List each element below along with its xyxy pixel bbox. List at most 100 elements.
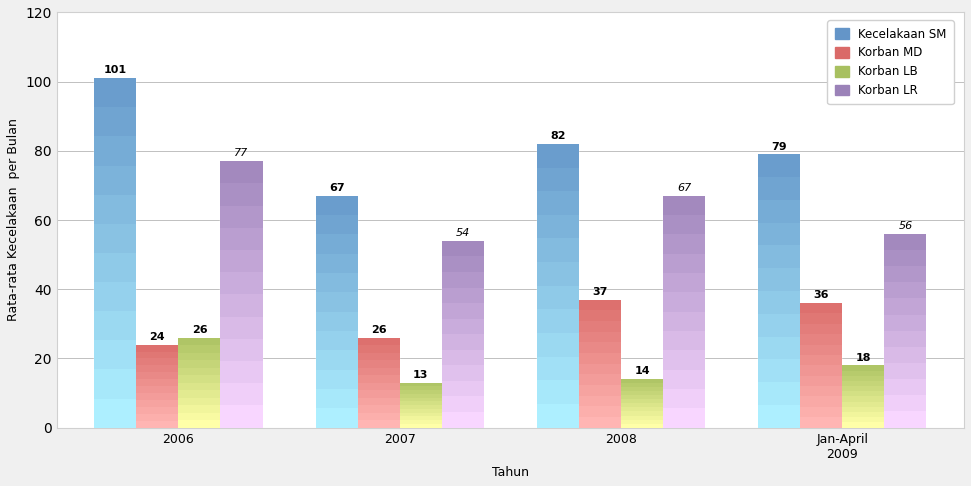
Bar bbox=[579, 417, 621, 428]
Bar bbox=[579, 300, 621, 428]
Bar bbox=[621, 412, 663, 416]
Bar bbox=[537, 144, 579, 428]
Bar bbox=[179, 405, 220, 413]
Bar bbox=[663, 350, 705, 370]
Bar bbox=[842, 386, 885, 391]
Bar bbox=[442, 381, 484, 397]
Bar bbox=[220, 206, 262, 228]
Bar bbox=[663, 312, 705, 331]
Bar bbox=[842, 412, 885, 417]
Bar bbox=[136, 359, 179, 365]
Bar bbox=[537, 286, 579, 310]
Bar bbox=[579, 374, 621, 385]
Bar bbox=[357, 420, 400, 428]
Text: 37: 37 bbox=[592, 287, 608, 297]
Bar bbox=[537, 381, 579, 404]
Bar bbox=[136, 372, 179, 379]
Bar bbox=[316, 389, 357, 408]
Bar bbox=[400, 386, 442, 390]
Bar bbox=[663, 293, 705, 312]
Text: 26: 26 bbox=[371, 325, 386, 335]
Bar bbox=[800, 313, 842, 324]
Bar bbox=[220, 250, 262, 272]
Bar bbox=[179, 368, 220, 375]
Bar bbox=[316, 350, 357, 370]
Bar bbox=[579, 364, 621, 374]
Y-axis label: Rata-rata Kecelakaan  per Bulan: Rata-rata Kecelakaan per Bulan bbox=[7, 119, 20, 321]
Bar bbox=[400, 420, 442, 424]
Bar bbox=[579, 406, 621, 417]
Bar bbox=[316, 196, 357, 428]
Bar bbox=[800, 386, 842, 397]
Bar bbox=[663, 331, 705, 350]
Text: 36: 36 bbox=[814, 290, 829, 300]
Bar bbox=[136, 379, 179, 386]
Bar bbox=[842, 422, 885, 428]
Bar bbox=[537, 239, 579, 262]
Bar bbox=[758, 245, 800, 268]
Bar bbox=[579, 353, 621, 364]
Bar bbox=[94, 253, 136, 282]
Text: 82: 82 bbox=[551, 131, 566, 141]
Bar bbox=[800, 407, 842, 417]
Bar bbox=[885, 395, 926, 412]
Bar bbox=[179, 420, 220, 428]
Bar bbox=[621, 416, 663, 419]
Bar bbox=[220, 272, 262, 295]
Bar bbox=[220, 161, 262, 428]
Bar bbox=[179, 398, 220, 405]
Bar bbox=[442, 412, 484, 428]
Bar bbox=[537, 262, 579, 286]
Bar bbox=[442, 365, 484, 381]
Bar bbox=[885, 363, 926, 379]
Bar bbox=[800, 397, 842, 407]
Bar bbox=[94, 78, 136, 107]
Bar bbox=[885, 266, 926, 282]
Bar bbox=[842, 417, 885, 422]
Bar bbox=[579, 385, 621, 396]
Bar bbox=[94, 78, 136, 428]
Bar bbox=[442, 319, 484, 334]
Bar bbox=[136, 414, 179, 421]
Bar bbox=[400, 382, 442, 428]
Bar bbox=[800, 345, 842, 355]
Bar bbox=[357, 338, 400, 345]
Bar bbox=[800, 334, 842, 345]
Bar bbox=[842, 407, 885, 412]
Bar bbox=[179, 360, 220, 368]
Bar bbox=[94, 340, 136, 369]
Bar bbox=[220, 295, 262, 317]
Bar bbox=[842, 391, 885, 397]
Bar bbox=[800, 303, 842, 428]
Text: 18: 18 bbox=[855, 352, 871, 363]
Bar bbox=[579, 331, 621, 342]
Bar bbox=[621, 399, 663, 403]
Bar bbox=[885, 234, 926, 428]
Bar bbox=[885, 314, 926, 331]
Bar bbox=[400, 394, 442, 398]
Bar bbox=[758, 154, 800, 428]
Bar bbox=[885, 347, 926, 363]
Bar bbox=[663, 215, 705, 234]
Bar bbox=[179, 382, 220, 390]
Bar bbox=[179, 413, 220, 420]
Bar bbox=[885, 412, 926, 428]
Bar bbox=[316, 370, 357, 389]
Text: 26: 26 bbox=[191, 325, 207, 335]
Bar bbox=[758, 359, 800, 382]
Bar bbox=[136, 393, 179, 400]
Bar bbox=[179, 390, 220, 398]
Bar bbox=[758, 314, 800, 336]
Bar bbox=[357, 398, 400, 405]
Bar bbox=[758, 268, 800, 291]
Bar bbox=[621, 379, 663, 383]
Bar bbox=[316, 408, 357, 428]
Bar bbox=[621, 383, 663, 387]
Bar bbox=[357, 390, 400, 398]
Bar bbox=[537, 144, 579, 168]
Bar bbox=[663, 370, 705, 389]
Bar bbox=[842, 365, 885, 428]
Bar bbox=[316, 254, 357, 273]
Bar bbox=[442, 257, 484, 272]
Text: 79: 79 bbox=[772, 141, 787, 152]
